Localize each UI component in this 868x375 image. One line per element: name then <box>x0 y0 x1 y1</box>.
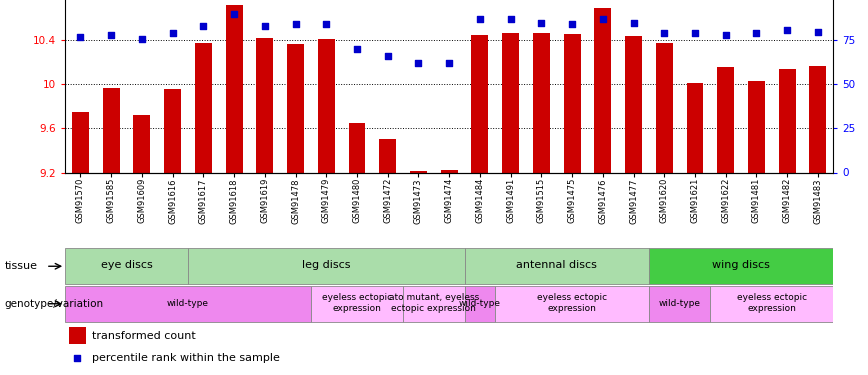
Point <box>288 21 302 27</box>
Text: transformed count: transformed count <box>92 331 196 341</box>
Bar <box>287 44 304 172</box>
Bar <box>403 286 464 322</box>
Point <box>135 36 149 42</box>
Bar <box>656 42 673 172</box>
Point <box>258 23 272 29</box>
Text: genotype/variation: genotype/variation <box>4 299 103 309</box>
Bar <box>748 81 765 172</box>
Bar <box>256 38 273 173</box>
Point <box>565 21 579 27</box>
Bar <box>464 286 496 322</box>
Bar <box>625 36 642 172</box>
Bar <box>379 140 396 172</box>
Point <box>319 21 333 27</box>
Point <box>196 23 210 29</box>
Bar <box>69 327 86 344</box>
Bar <box>687 83 703 172</box>
Bar <box>134 115 150 172</box>
Bar <box>649 286 710 322</box>
Text: tissue: tissue <box>4 261 37 271</box>
Text: eye discs: eye discs <box>101 261 153 270</box>
Point <box>749 30 763 36</box>
Point <box>688 30 702 36</box>
Point <box>503 16 517 22</box>
Bar <box>318 39 335 172</box>
Text: ato mutant, eyeless
ectopic expression: ato mutant, eyeless ectopic expression <box>389 293 479 313</box>
Bar <box>717 67 734 172</box>
Text: wild-type: wild-type <box>167 298 209 307</box>
Point <box>719 32 733 38</box>
Point <box>627 20 641 26</box>
Text: wing discs: wing discs <box>712 261 770 270</box>
Bar <box>65 248 188 284</box>
Bar <box>710 286 833 322</box>
Bar <box>779 69 796 172</box>
Bar <box>503 33 519 172</box>
Bar <box>65 286 311 322</box>
Bar <box>349 123 365 172</box>
Bar <box>188 248 464 284</box>
Point <box>535 20 549 26</box>
Text: wild-type: wild-type <box>659 298 700 307</box>
Point <box>411 60 425 66</box>
Bar <box>496 286 649 322</box>
Point <box>595 16 609 22</box>
Bar <box>471 35 489 172</box>
Bar <box>410 171 427 172</box>
Bar <box>595 8 611 172</box>
Point <box>442 60 456 66</box>
Point <box>227 11 241 17</box>
Point <box>473 16 487 22</box>
Bar <box>810 66 826 172</box>
Point <box>381 53 395 59</box>
Text: eyeless ectopic
expression: eyeless ectopic expression <box>537 293 607 313</box>
Point <box>70 355 84 361</box>
Point <box>74 34 88 40</box>
Text: eyeless ectopic
expression: eyeless ectopic expression <box>322 293 392 313</box>
Point <box>657 30 671 36</box>
Text: wild-type: wild-type <box>459 298 501 307</box>
Text: antennal discs: antennal discs <box>516 261 597 270</box>
Bar <box>195 42 212 172</box>
Bar <box>441 170 457 172</box>
Point <box>166 30 180 36</box>
Text: percentile rank within the sample: percentile rank within the sample <box>92 352 279 363</box>
Text: leg discs: leg discs <box>302 261 351 270</box>
Bar <box>72 112 89 172</box>
Bar <box>533 33 549 172</box>
Text: eyeless ectopic
expression: eyeless ectopic expression <box>737 293 807 313</box>
Bar <box>649 248 833 284</box>
Point <box>811 28 825 34</box>
Point <box>104 32 118 38</box>
Bar <box>563 34 581 172</box>
Bar <box>464 248 649 284</box>
Point <box>350 46 364 52</box>
Bar <box>102 88 120 172</box>
Bar <box>311 286 403 322</box>
Bar <box>226 5 242 172</box>
Bar <box>164 89 181 172</box>
Point <box>780 27 794 33</box>
